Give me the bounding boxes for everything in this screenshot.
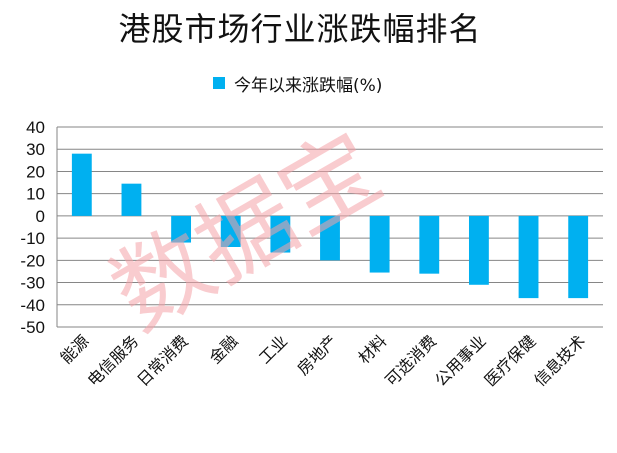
y-tick-label: -40 — [20, 296, 45, 315]
x-tick-label: 能源 — [57, 331, 93, 367]
x-tick-label-group: 房地产 — [293, 331, 340, 378]
x-tick-label-group: 信息技术 — [530, 331, 589, 390]
x-tick-label: 工业 — [255, 331, 291, 367]
x-tick-label-group: 电信服务 — [84, 331, 143, 390]
x-tick-label: 医疗保健 — [481, 331, 540, 390]
x-tick-label: 电信服务 — [84, 331, 143, 390]
x-tick-label: 房地产 — [293, 331, 340, 378]
x-tick-label-group: 可选消费 — [381, 331, 440, 390]
x-tick-label: 信息技术 — [530, 331, 589, 390]
y-tick-label: 0 — [36, 207, 45, 226]
watermark: 数据宝 — [94, 111, 399, 352]
bar — [71, 153, 92, 216]
legend-label: 今年以来涨跌幅(%) — [234, 75, 383, 96]
x-tick-label-group: 医疗保健 — [481, 331, 540, 390]
x-tick-label-group: 公用事业 — [431, 331, 490, 390]
x-tick-label-group: 能源 — [57, 331, 93, 367]
y-tick-label: -20 — [20, 251, 45, 270]
x-tick-label-group: 金融 — [205, 331, 241, 367]
chart-title: 港股市场行业涨跌幅排名 — [118, 10, 482, 48]
x-tick-label-group: 材料 — [354, 331, 390, 367]
x-tick-label: 可选消费 — [381, 331, 440, 390]
x-tick-label-group: 工业 — [255, 331, 291, 367]
bar — [468, 215, 489, 285]
bar — [369, 215, 390, 273]
y-tick-label: -50 — [20, 318, 45, 337]
y-tick-label: -30 — [20, 274, 45, 293]
bar — [270, 215, 291, 253]
y-tick-label: 30 — [26, 140, 45, 159]
y-tick-label: -10 — [20, 229, 45, 248]
bar — [568, 215, 589, 299]
legend: 今年以来涨跌幅(%) — [213, 72, 383, 96]
bar — [220, 215, 241, 247]
y-tick-label: 40 — [26, 118, 45, 137]
x-tick-label: 材料 — [354, 331, 390, 367]
x-tick-label: 金融 — [205, 331, 241, 367]
bar — [320, 215, 340, 261]
legend-swatch — [213, 77, 225, 89]
bar — [121, 183, 142, 216]
bar — [518, 215, 539, 299]
y-tick-label: 10 — [26, 185, 45, 204]
x-tick-label: 公用事业 — [431, 331, 490, 390]
y-tick-label: 20 — [26, 162, 45, 181]
bar — [419, 215, 440, 274]
bar — [171, 215, 192, 243]
